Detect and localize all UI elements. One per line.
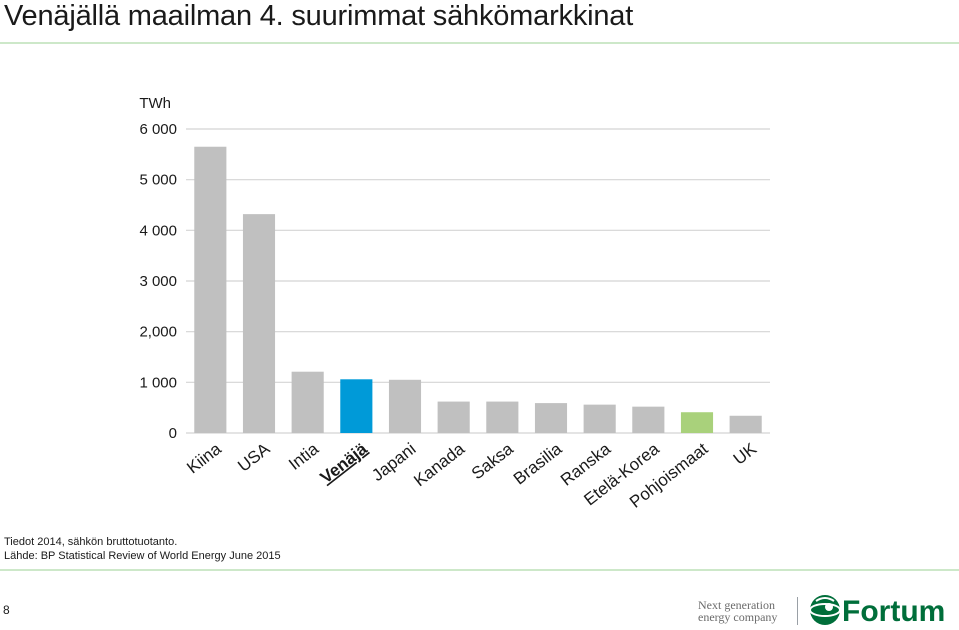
x-tick-label: USA xyxy=(234,439,274,476)
x-tick-label: Intia xyxy=(285,439,322,474)
x-tick-label: Kanada xyxy=(410,439,468,490)
page-number: 8 xyxy=(3,603,10,617)
bar-brasilia xyxy=(534,403,568,433)
top-divider xyxy=(0,42,959,44)
logo-divider xyxy=(797,597,798,625)
bar-etelä-korea xyxy=(632,406,665,433)
y-tick-labels: 0 1 000 2,000 3 000 4 000 5 000 6 000 xyxy=(139,121,177,442)
tagline-line-2: energy company xyxy=(698,610,778,624)
bar-chart: TWh 0 1 000 2,000 3 000 4 000 5 000 6 000 Kiin… xyxy=(139,95,770,512)
bar-ranska xyxy=(583,404,616,433)
x-tick-label: Kiina xyxy=(183,439,225,478)
y-tick-label: 2,000 xyxy=(139,324,177,341)
footnote-source: Lähde: BP Statistical Review of World En… xyxy=(4,550,281,562)
fortum-wordmark: Fortum xyxy=(842,595,945,628)
y-tick-label: 0 xyxy=(169,425,177,442)
bottom-divider xyxy=(0,569,959,571)
bar-kiina xyxy=(194,146,227,433)
footnote-data: Tiedot 2014, sähkön bruttotuotanto. xyxy=(4,536,178,548)
x-tick-label: UK xyxy=(730,439,761,469)
bar-japani xyxy=(388,379,422,433)
y-tick-label: 1 000 xyxy=(139,374,177,391)
x-tick-label: Brasilia xyxy=(510,439,566,489)
x-tick-label: Saksa xyxy=(468,439,517,483)
y-tick-label: 4 000 xyxy=(139,222,177,239)
fortum-logo: Fortum xyxy=(809,595,945,628)
x-tick-label: Venäjä xyxy=(317,439,372,487)
y-tick-label: 3 000 xyxy=(139,273,177,290)
y-axis-label: TWh xyxy=(139,95,171,112)
bar-intia xyxy=(291,371,324,433)
y-tick-label: 5 000 xyxy=(139,172,177,189)
bar-saksa xyxy=(486,401,519,433)
bar-pohjoismaat xyxy=(680,412,714,433)
tagline: Next generation energy company xyxy=(698,599,777,623)
slide-title: Venäjällä maailman 4. suurimmat sähkömar… xyxy=(4,0,634,32)
tagline-line-1: Next generation xyxy=(698,598,775,612)
bars xyxy=(194,146,762,433)
gridlines xyxy=(186,128,770,434)
fortum-globe-icon xyxy=(809,595,841,625)
bar-venäjä xyxy=(340,379,373,433)
bar-kanada xyxy=(437,401,470,433)
y-tick-label: 6 000 xyxy=(139,121,177,138)
bar-usa xyxy=(242,214,276,433)
bar-uk xyxy=(729,415,762,433)
